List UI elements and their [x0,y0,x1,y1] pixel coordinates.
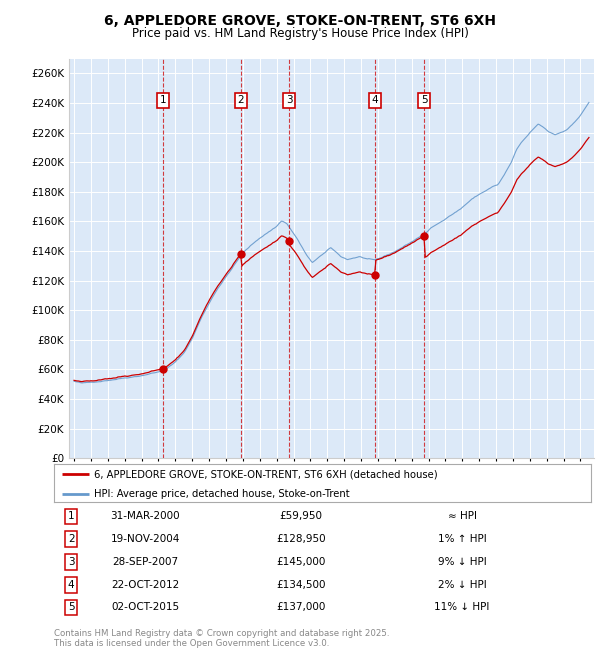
Text: 1% ↑ HPI: 1% ↑ HPI [438,534,487,544]
Text: 28-SEP-2007: 28-SEP-2007 [112,557,178,567]
Text: 9% ↓ HPI: 9% ↓ HPI [438,557,487,567]
Text: 4: 4 [371,96,378,105]
Text: ≈ HPI: ≈ HPI [448,512,476,521]
Text: £145,000: £145,000 [277,557,326,567]
Text: £59,950: £59,950 [280,512,323,521]
Text: 11% ↓ HPI: 11% ↓ HPI [434,603,490,612]
Text: 19-NOV-2004: 19-NOV-2004 [110,534,180,544]
Text: 2% ↓ HPI: 2% ↓ HPI [438,580,487,590]
Text: £128,950: £128,950 [276,534,326,544]
Text: HPI: Average price, detached house, Stoke-on-Trent: HPI: Average price, detached house, Stok… [94,489,350,499]
Text: £134,500: £134,500 [276,580,326,590]
Text: 02-OCT-2015: 02-OCT-2015 [111,603,179,612]
Text: 5: 5 [68,603,74,612]
Text: 3: 3 [68,557,74,567]
Text: 6, APPLEDORE GROVE, STOKE-ON-TRENT, ST6 6XH (detached house): 6, APPLEDORE GROVE, STOKE-ON-TRENT, ST6 … [94,469,438,479]
Text: 1: 1 [68,512,74,521]
Text: 2: 2 [238,96,244,105]
Text: 22-OCT-2012: 22-OCT-2012 [111,580,179,590]
Text: Price paid vs. HM Land Registry's House Price Index (HPI): Price paid vs. HM Land Registry's House … [131,27,469,40]
Text: £137,000: £137,000 [277,603,326,612]
Text: 3: 3 [286,96,292,105]
Text: 4: 4 [68,580,74,590]
Text: 5: 5 [421,96,428,105]
Text: 31-MAR-2000: 31-MAR-2000 [110,512,180,521]
Text: 1: 1 [160,96,166,105]
Text: 2: 2 [68,534,74,544]
Text: Contains HM Land Registry data © Crown copyright and database right 2025.
This d: Contains HM Land Registry data © Crown c… [54,629,389,648]
Text: 6, APPLEDORE GROVE, STOKE-ON-TRENT, ST6 6XH: 6, APPLEDORE GROVE, STOKE-ON-TRENT, ST6 … [104,14,496,29]
